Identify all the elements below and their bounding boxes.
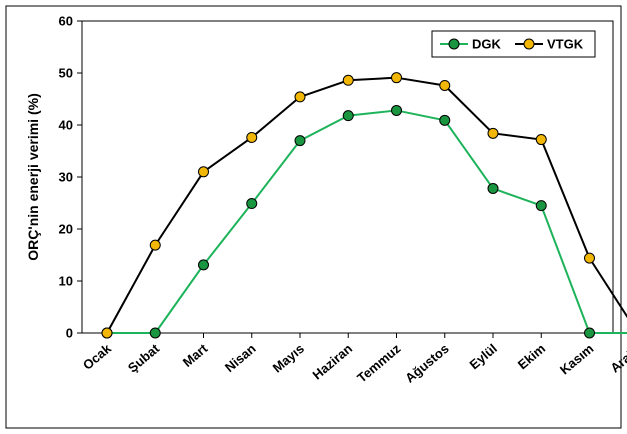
series-line-vtgk [106, 76, 627, 334]
y-tick-label: 50 [59, 66, 73, 81]
data-point-vtgk [342, 74, 354, 86]
data-point-vtgk [246, 131, 258, 143]
data-point-dgk [439, 114, 451, 126]
y-tick-label: 10 [59, 274, 73, 289]
y-axis-title: ORÇ'nin enerji verimi (%) [25, 93, 41, 260]
legend-label-vtgk: VTGK [547, 37, 584, 52]
legend-items: DGK VTGK [440, 37, 584, 52]
data-point-vtgk [198, 166, 209, 178]
legend-marker-dgk [448, 38, 460, 50]
y-tick-label: 30 [59, 170, 73, 185]
data-point-dgk [149, 327, 161, 339]
data-point-vtgk [294, 91, 306, 103]
y-tick-label: 60 [59, 14, 73, 29]
data-point-vtgk [149, 239, 161, 251]
data-point-dgk [246, 198, 258, 210]
y-tick-label: 20 [59, 222, 73, 237]
y-tick-label: 0 [66, 326, 73, 341]
legend-label-dgk: DGK [472, 37, 502, 52]
data-point-vtgk [101, 327, 113, 339]
series-line-dgk [107, 109, 627, 334]
data-point-dgk [584, 327, 595, 339]
legend-marker-vtgk [523, 38, 535, 50]
data-point-vtgk [439, 79, 451, 91]
data-point-dgk [391, 104, 402, 116]
legend: DGK VTGK [431, 30, 596, 58]
data-point-dgk [294, 135, 306, 147]
data-point-dgk [342, 110, 354, 122]
data-point-dgk [487, 182, 499, 194]
data-point-vtgk [487, 127, 499, 139]
series-layer [101, 72, 627, 339]
data-point-vtgk [391, 72, 402, 84]
y-tick-label: 40 [59, 118, 73, 133]
data-point-vtgk [535, 134, 547, 146]
data-point-vtgk [584, 252, 595, 264]
y-axis: 0 10 20 30 40 50 60 [59, 14, 82, 341]
data-point-dgk [535, 200, 547, 212]
chart-border [5, 5, 622, 429]
data-point-dgk [198, 259, 209, 271]
